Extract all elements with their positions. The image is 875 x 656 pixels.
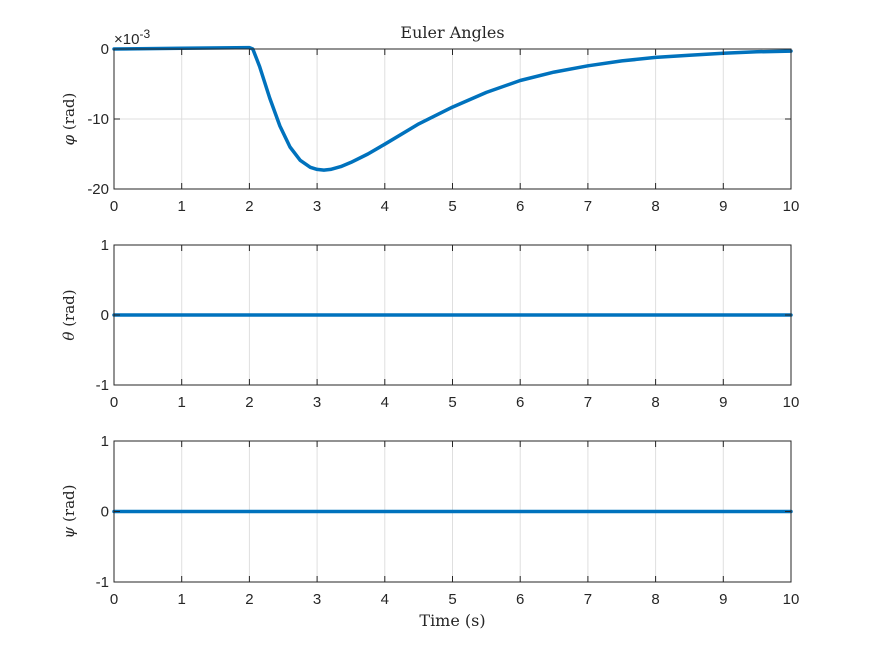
- x-tick-label: 6: [516, 198, 524, 215]
- y-axis-label: θ (rad): [60, 289, 78, 340]
- x-tick-label: 7: [584, 591, 592, 608]
- x-tick-label: 3: [313, 591, 321, 608]
- y-axis-label: φ (rad): [60, 93, 78, 146]
- x-tick-label: 5: [448, 591, 456, 608]
- x-tick-label: 8: [651, 198, 659, 215]
- x-tick-label: 7: [584, 198, 592, 215]
- y-tick-label: -10: [87, 111, 109, 128]
- x-tick-label: 10: [783, 394, 800, 411]
- x-tick-label: 0: [110, 591, 118, 608]
- x-tick-label: 5: [448, 394, 456, 411]
- y-tick-label: 1: [101, 237, 109, 254]
- y-tick-label: -1: [96, 574, 109, 591]
- y-tick-label: -20: [87, 181, 109, 198]
- x-tick-label: 8: [651, 591, 659, 608]
- x-tick-label: 9: [719, 591, 727, 608]
- y-tick-label: 0: [101, 307, 109, 324]
- x-tick-label: 10: [783, 198, 800, 215]
- x-tick-label: 4: [381, 198, 389, 215]
- x-tick-label: 8: [651, 394, 659, 411]
- y-axis-unit: (rad): [60, 289, 78, 326]
- x-tick-label: 6: [516, 591, 524, 608]
- y-exponent-label: ×10-3: [114, 27, 150, 48]
- x-tick-label: 1: [178, 591, 186, 608]
- y-tick-label: 1: [101, 433, 109, 450]
- y-exponent-power: -3: [139, 27, 150, 41]
- series-line-1: [112, 45, 793, 172]
- x-tick-label: 4: [381, 394, 389, 411]
- x-tick-label: 6: [516, 394, 524, 411]
- y-tick-label: 0: [101, 504, 109, 521]
- y-axis-unit: (rad): [60, 93, 78, 130]
- x-tick-label: 0: [110, 198, 118, 215]
- y-axis-unit: (rad): [60, 485, 78, 522]
- y-tick-label: 0: [101, 41, 109, 58]
- x-tick-label: 5: [448, 198, 456, 215]
- y-axis-label: ψ (rad): [60, 485, 78, 539]
- x-tick-label: 2: [245, 394, 253, 411]
- x-tick-label: 1: [178, 198, 186, 215]
- x-tick-label: 0: [110, 394, 118, 411]
- y-axis-symbol: ψ: [60, 522, 78, 539]
- y-tick-label: -1: [96, 377, 109, 394]
- x-tick-label: 9: [719, 394, 727, 411]
- x-tick-label: 10: [783, 591, 800, 608]
- x-tick-label: 9: [719, 198, 727, 215]
- x-tick-label: 2: [245, 591, 253, 608]
- chart-title: Euler Angles: [400, 23, 504, 42]
- y-axis-symbol: θ: [60, 327, 78, 341]
- x-tick-label: 7: [584, 394, 592, 411]
- x-tick-label: 2: [245, 198, 253, 215]
- x-axis-label: Time (s): [419, 611, 485, 630]
- subplot-1: 0 1 2 3 4 5 6 7 8 9 10 0 -10 -20 ×10-3 Euler Angles φ (r…: [60, 23, 799, 215]
- x-tick-label: 4: [381, 591, 389, 608]
- x-tick-label: 3: [313, 198, 321, 215]
- x-tick-label: 3: [313, 394, 321, 411]
- x-tick-label: 1: [178, 394, 186, 411]
- y-axis-symbol: φ: [60, 130, 78, 145]
